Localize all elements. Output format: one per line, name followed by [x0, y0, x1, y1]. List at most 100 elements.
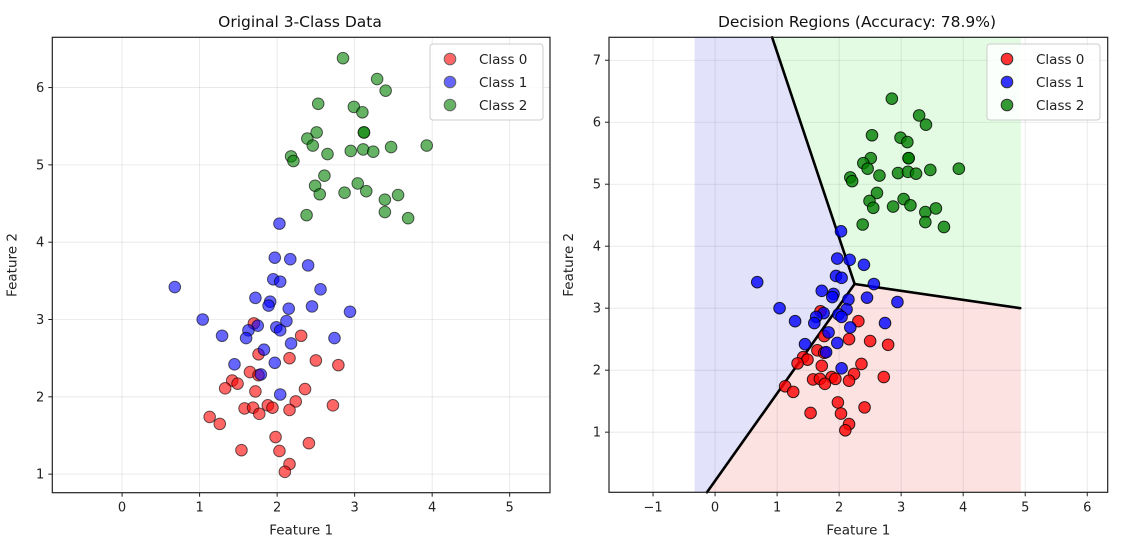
point-class-2	[336, 51, 350, 65]
point-class-0	[302, 436, 316, 450]
point-class-2	[886, 200, 900, 213]
right-chart-title: Decision Regions (Accuracy: 78.9%)	[718, 13, 996, 31]
point-class-0	[831, 396, 845, 409]
y-tick-label: 2	[36, 390, 44, 405]
point-class-0	[273, 444, 286, 458]
left-legend: Class 0 Class 1 Class 2	[429, 43, 544, 121]
point-class-2	[919, 118, 933, 132]
right-legend-marker-class-0	[1000, 52, 1014, 66]
point-class-1	[843, 253, 856, 267]
y-tick-label: 3	[593, 302, 601, 317]
point-class-1	[273, 324, 287, 337]
point-class-2	[344, 144, 358, 158]
left-x-axis-label: Feature 1	[269, 523, 333, 539]
y-tick-label: 4	[36, 236, 44, 251]
point-class-0	[309, 354, 323, 367]
point-class-1	[830, 252, 844, 265]
y-tick-label: 4	[593, 240, 601, 255]
point-class-2	[370, 72, 384, 86]
point-class-2	[937, 220, 951, 234]
y-tick-label: 7	[593, 54, 601, 69]
right-y-ticks: 1 2 3 4 5 6 7	[593, 54, 609, 441]
point-class-2	[901, 135, 914, 149]
point-class-1	[825, 290, 839, 304]
point-class-1	[273, 275, 287, 288]
point-class-0	[804, 406, 817, 420]
point-class-0	[786, 385, 800, 399]
point-class-1	[239, 331, 253, 345]
point-class-2	[873, 169, 886, 182]
point-class-0	[834, 407, 848, 420]
point-class-2	[904, 198, 917, 212]
point-class-1	[815, 284, 829, 298]
point-class-1	[249, 291, 262, 305]
point-class-1	[280, 314, 293, 328]
left-points	[168, 51, 434, 479]
right-legend-marker-class-1	[1000, 75, 1014, 89]
point-class-0	[855, 357, 868, 371]
point-class-1	[878, 316, 892, 330]
y-tick-label: 3	[36, 313, 44, 328]
right-points	[750, 92, 966, 437]
y-tick-label: 1	[593, 426, 601, 441]
point-class-2	[379, 84, 392, 97]
point-class-1	[835, 310, 848, 324]
point-class-2	[912, 109, 926, 122]
left-legend-label-class-2: Class 2	[479, 98, 527, 114]
right-chart: Decision Regions (Accuracy: 78.9%) −1 0 1 2…	[561, 13, 1109, 538]
point-class-2	[366, 145, 380, 159]
point-class-1	[273, 217, 286, 230]
point-class-2	[902, 151, 915, 165]
point-class-2	[919, 215, 932, 229]
right-y-axis-label: Feature 2	[561, 233, 577, 297]
point-class-0	[332, 358, 345, 372]
point-class-0	[266, 401, 279, 414]
point-class-2	[909, 167, 923, 180]
point-class-1	[228, 358, 241, 371]
y-tick-label: 6	[593, 116, 601, 131]
x-tick-label: 1	[773, 500, 781, 515]
point-class-2	[384, 140, 398, 154]
x-tick-label: 5	[1021, 500, 1029, 515]
point-class-2	[866, 201, 880, 215]
point-class-2	[318, 169, 331, 182]
point-class-2	[321, 147, 334, 161]
y-tick-label: 6	[36, 81, 44, 96]
point-class-0	[252, 407, 266, 421]
point-class-1	[305, 300, 319, 313]
y-tick-label: 5	[593, 178, 601, 193]
point-class-1	[857, 258, 871, 272]
point-class-0	[203, 410, 216, 424]
left-legend-label-class-1: Class 1	[479, 75, 527, 91]
right-axes-frame	[608, 36, 1109, 493]
point-class-0	[881, 338, 895, 352]
point-class-1	[843, 321, 857, 334]
x-tick-label: 0	[118, 501, 126, 516]
y-tick-label: 5	[36, 158, 44, 173]
point-class-1	[830, 336, 844, 350]
point-class-2	[300, 208, 313, 222]
point-class-1	[867, 277, 881, 291]
point-class-1	[834, 225, 848, 238]
right-legend-label-class-2: Class 2	[1036, 98, 1084, 114]
y-tick-label: 1	[36, 468, 44, 483]
left-y-ticks: 1 2 3 4 5 6	[36, 81, 53, 483]
point-class-2	[401, 211, 415, 225]
left-axes-frame	[51, 36, 551, 494]
point-class-0	[235, 443, 248, 457]
point-class-2	[311, 97, 325, 111]
point-class-2	[378, 205, 392, 219]
point-class-0	[818, 377, 832, 391]
point-class-2	[856, 218, 869, 231]
point-class-2	[845, 174, 859, 188]
x-tick-label: 6	[1083, 500, 1091, 515]
point-class-1	[860, 291, 874, 304]
point-class-2	[313, 187, 327, 201]
point-class-2	[391, 188, 405, 202]
point-class-1	[196, 313, 209, 326]
point-class-1	[257, 343, 271, 356]
x-tick-label: 0	[711, 500, 719, 515]
point-class-2	[356, 105, 369, 119]
left-x-ticks: 0 1 2 3 4 5	[118, 492, 514, 516]
